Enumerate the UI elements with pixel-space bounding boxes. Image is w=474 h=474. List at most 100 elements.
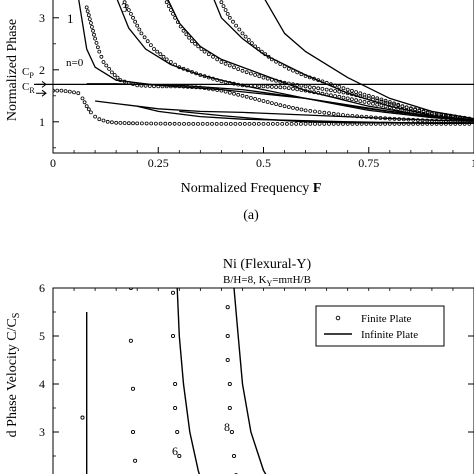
panel-a-data-point <box>153 121 158 126</box>
panel-a-data-point <box>189 39 194 44</box>
panel-b-series <box>80 288 267 474</box>
panel-a-series-line <box>264 0 474 120</box>
panel-b-finite-plate-point <box>130 429 136 435</box>
panel-a-data-point <box>282 85 287 90</box>
panel-a-data-point <box>182 122 186 126</box>
panel-a-data-point <box>194 85 199 90</box>
panel-a-data-point <box>266 54 271 59</box>
panel-a-data-point <box>221 4 226 8</box>
reference-arrow <box>36 89 47 97</box>
panel-a-data-point <box>248 96 253 100</box>
panel-a-data-point <box>144 121 149 126</box>
panel-a-mode-label-n0: n=0 <box>66 57 84 69</box>
panel-b-finite-plate-point <box>231 453 237 459</box>
panel-a-data-point <box>387 100 392 104</box>
panel-a-data-point <box>299 88 304 92</box>
panel-a-data-point <box>378 116 383 120</box>
panel-a-data-point <box>59 88 64 93</box>
panel-a-data-point <box>219 79 224 84</box>
panel-a-data-point <box>261 122 266 126</box>
panel-a-data-point <box>286 86 291 90</box>
panel-a-data-point <box>345 96 350 101</box>
panel-a-data-point <box>303 84 308 89</box>
panel-a-data-point <box>205 122 210 126</box>
panel-a-data-point <box>92 32 96 37</box>
panel-a-data-point <box>142 35 147 40</box>
panel-a-data-point <box>236 67 241 71</box>
panel-a-data-point <box>355 122 360 126</box>
panel-a-data-point <box>185 68 190 73</box>
panel-a-data-point <box>219 88 224 93</box>
panel-a-data-point <box>191 122 196 126</box>
panel-a-x-axis-label: Normalized Frequency F <box>181 181 322 196</box>
panel-a-data-point <box>198 73 203 77</box>
panel-a-data-point <box>371 97 375 102</box>
panel-a-data-point <box>253 73 258 77</box>
panel-a-data-point <box>178 24 183 29</box>
panel-a-data-point <box>350 122 355 126</box>
panel-a-data-point <box>278 79 283 84</box>
panel-a-data-point <box>400 104 405 108</box>
panel-a-x-tick-label: 0.5 <box>256 156 271 170</box>
panel-a-data-point <box>341 113 345 117</box>
panel-a-data-point <box>237 27 242 32</box>
panel-a-data-point <box>196 44 201 49</box>
panel-a-data-point <box>131 15 135 20</box>
panel-a-data-point <box>104 63 109 68</box>
panel-a-data-point <box>294 122 299 126</box>
panel-a-data-point <box>259 49 264 54</box>
panel-a-data-point <box>240 93 245 98</box>
panel-a-data-point <box>331 111 336 116</box>
panel-a-data-point <box>118 121 123 125</box>
panel-a-data-point <box>131 121 135 126</box>
panel-a-data-point <box>354 98 359 103</box>
panel-a-data-point <box>185 85 190 89</box>
panel-a-data-point <box>324 87 329 92</box>
panel-a-y-tick-label: 2 <box>39 63 45 77</box>
panel-a-data-point <box>219 0 224 5</box>
panel-a-data-point <box>137 27 142 32</box>
panel-a-data-point <box>269 77 274 82</box>
panel-a-data-point <box>434 112 439 117</box>
panel-b-finite-plate-point <box>173 405 178 411</box>
panel-a-data-point <box>408 106 413 111</box>
panel-a-data-point <box>139 31 144 36</box>
panel-a-data-point <box>320 79 325 84</box>
panel-a-mode-label-1: 1 <box>67 11 74 26</box>
panel-a-label: (a) <box>243 208 259 223</box>
panel-a-data-point <box>194 71 199 76</box>
panel-a-data-point <box>303 88 308 93</box>
panel-a-data-point <box>215 88 220 92</box>
panel-a-data-point <box>387 101 392 106</box>
panel-b-finite-plate-point <box>225 357 230 363</box>
panel-a-data-point <box>93 36 97 41</box>
panel-a-data-point <box>189 85 194 89</box>
panel-a-data-point <box>328 88 333 93</box>
panel-a-data-point <box>118 78 123 83</box>
panel-a-data-point <box>110 70 114 75</box>
panel-a-data-point <box>181 28 186 33</box>
panel-a-data-point <box>429 112 434 116</box>
panel-a-data-point <box>364 115 369 119</box>
panel-a-data-point <box>439 113 444 118</box>
panel-a-data-point <box>101 60 106 64</box>
panel-a-data-point <box>383 116 388 121</box>
panel-a-data-point <box>420 122 425 126</box>
panel-a-data-point <box>274 59 279 64</box>
panel-a-data-point <box>434 119 439 123</box>
panel-a-data-point <box>366 100 371 105</box>
panel-a-data-point <box>219 60 224 64</box>
panel-a-data-point <box>265 100 270 104</box>
panel-a-series-line <box>179 110 474 125</box>
panel-a-data-point <box>261 84 266 89</box>
panel-a-data-point <box>96 45 100 50</box>
panel-a-data-point <box>289 122 294 126</box>
panel-a-data-point <box>299 107 304 112</box>
panel-a-data-point <box>168 60 173 64</box>
panel-a-data-point <box>196 122 200 126</box>
panel-a-data-point <box>413 107 418 112</box>
panel-a-data-point <box>244 70 249 75</box>
panel-a-data-point <box>149 121 154 126</box>
panel-a-data-point <box>366 96 371 101</box>
panel-a-data-point <box>443 114 448 118</box>
